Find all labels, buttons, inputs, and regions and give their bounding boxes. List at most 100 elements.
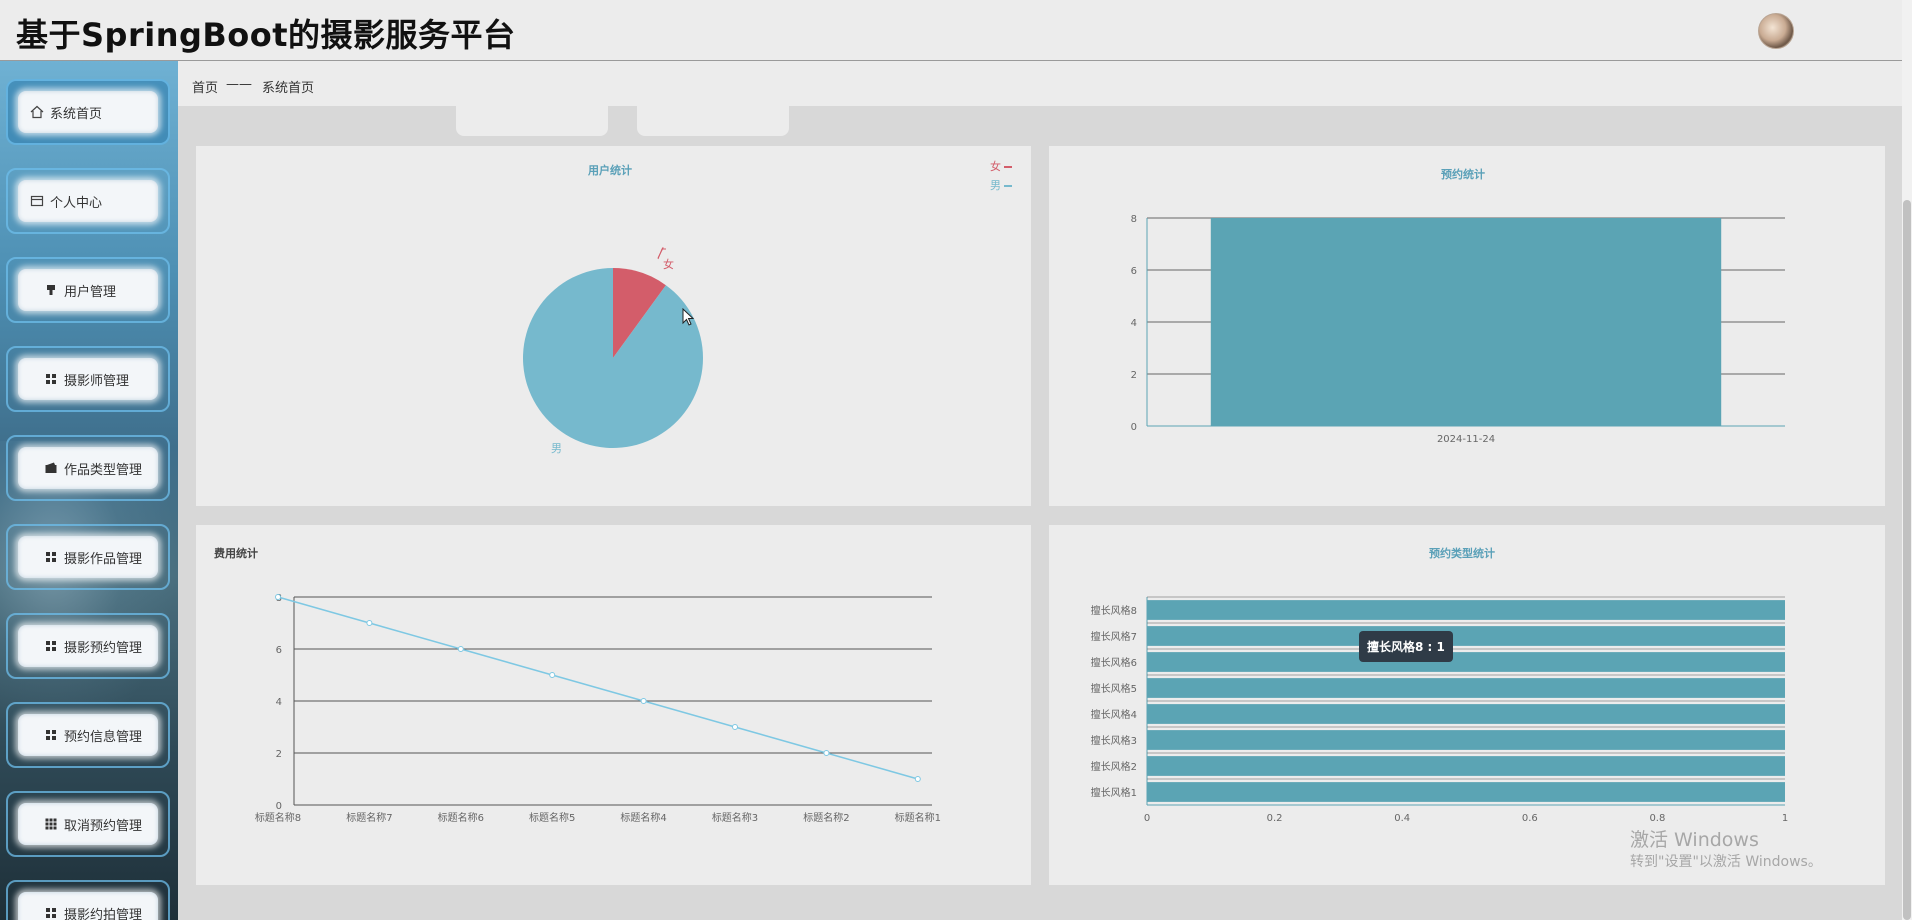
card-icon	[30, 194, 44, 208]
sidebar: 系统首页 个人中心 用户管理 摄影师管理	[0, 61, 178, 920]
y-tick-label: 2	[1131, 370, 1137, 381]
series-line	[277, 596, 919, 780]
app-title: 基于SpringBoot的摄影服务平台	[16, 16, 516, 54]
y-tick-label: 4	[1131, 318, 1137, 329]
y-tick-label: 擅长风格5	[1091, 682, 1137, 695]
sidebar-item-reservations[interactable]: 摄影预约管理	[6, 613, 170, 679]
data-point	[914, 776, 921, 782]
chart-title: 预约统计	[1441, 168, 1485, 181]
grid-icon	[44, 550, 58, 564]
data-point	[366, 620, 373, 626]
activation-watermark-title: 激活 Windows	[1630, 829, 1759, 851]
y-tick-label: 0	[1131, 422, 1137, 433]
y-tick-label: 0	[276, 801, 282, 812]
legend-item-female[interactable]: 女	[990, 159, 1001, 173]
chart-title: 预约类型统计	[1429, 547, 1495, 560]
sidebar-item-label: 摄影约拍管理	[64, 907, 143, 920]
home-icon	[30, 105, 44, 119]
tab-stub[interactable]	[637, 106, 789, 136]
bar	[1147, 678, 1785, 698]
chart-tooltip: 擅长风格8 : 1	[1359, 631, 1453, 662]
sidebar-item-shoot-appointments[interactable]: 摄影约拍管理	[6, 880, 170, 920]
reservation-stats-panel: 预约统计 0 2 4 6 8 2024-11-24	[1049, 146, 1885, 506]
data-point	[823, 750, 830, 756]
bar	[1147, 626, 1785, 646]
activation-watermark-hint: 转到"设置"以激活 Windows。	[1630, 854, 1822, 870]
grid-icon	[44, 639, 58, 653]
x-tick-label: 0.4	[1394, 813, 1410, 824]
y-tick-label: 擅长风格6	[1091, 656, 1137, 669]
bar-chart: 0 2 4 6 8 2024-11-24	[1131, 214, 1785, 445]
legend-item-male[interactable]: 男	[990, 179, 1001, 192]
y-tick-label: 2	[276, 749, 282, 760]
fee-stats-panel: 费用统计 02468标题名称8标题名称7标题名称6标题名称5标题名称4标题名称3…	[196, 525, 1031, 885]
bar	[1210, 218, 1722, 426]
sidebar-item-photographers[interactable]: 摄影师管理	[6, 346, 170, 412]
data-point	[457, 646, 464, 652]
breadcrumb: 首页 —— 系统首页	[178, 61, 1902, 106]
x-tick-label: 0.8	[1649, 813, 1665, 824]
grid-icon	[44, 372, 58, 386]
y-tick-label: 擅长风格3	[1091, 734, 1137, 747]
sidebar-item-label: 用户管理	[64, 284, 117, 300]
data-point	[732, 724, 738, 730]
sidebar-item-label: 个人中心	[50, 195, 103, 211]
sidebar-item-label: 取消预约管理	[64, 818, 143, 834]
x-tick-label: 标题名称4	[620, 811, 666, 824]
sidebar-item-label: 预约信息管理	[64, 729, 143, 745]
grid-icon	[44, 906, 58, 920]
avatar[interactable]	[1758, 13, 1794, 49]
x-tick-label: 0	[1144, 813, 1150, 824]
sidebar-item-cancellations[interactable]: 取消预约管理	[6, 791, 170, 857]
sidebar-item-works[interactable]: 摄影作品管理	[6, 524, 170, 590]
bar	[1147, 600, 1785, 620]
x-tick-label: 标题名称7	[346, 811, 392, 824]
pie-label-female: 女	[663, 257, 674, 271]
x-tick-label: 标题名称8	[255, 811, 301, 824]
data-point	[275, 594, 281, 600]
bar	[1147, 756, 1785, 776]
chart-title: 费用统计	[214, 547, 258, 560]
breadcrumb-separator: ——	[226, 77, 252, 92]
tab-stub[interactable]	[456, 106, 608, 136]
pie-label-male: 男	[551, 442, 562, 455]
sidebar-item-label: 摄影师管理	[64, 373, 130, 389]
sidebar-item-profile[interactable]: 个人中心	[6, 168, 170, 234]
x-tick-label: 标题名称2	[803, 811, 849, 824]
x-tick-label: 标题名称1	[895, 811, 941, 824]
sidebar-item-home[interactable]: 系统首页	[6, 79, 170, 145]
data-point	[549, 672, 556, 678]
x-tick-label: 0.6	[1522, 813, 1538, 824]
breadcrumb-home[interactable]: 首页	[192, 81, 219, 96]
x-tick-label: 标题名称5	[529, 811, 575, 824]
sidebar-item-users[interactable]: 用户管理	[6, 257, 170, 323]
sidebar-item-work-types[interactable]: 作品类型管理	[6, 435, 170, 501]
y-tick-label: 擅长风格8	[1091, 604, 1137, 617]
x-tick-label: 0.2	[1267, 813, 1283, 824]
y-tick-label: 6	[276, 645, 282, 656]
y-tick-label: 6	[1131, 266, 1137, 277]
label-line-male	[565, 377, 582, 393]
pie-chart: 女 男 女 男	[523, 159, 1012, 455]
y-tick-label: 4	[276, 697, 282, 708]
grid-icon	[44, 728, 58, 742]
x-tick-label: 标题名称6	[438, 811, 484, 824]
vertical-scrollbar[interactable]	[1902, 0, 1912, 920]
y-tick-label: 擅长风格4	[1091, 708, 1137, 721]
stamp-icon	[44, 283, 58, 297]
mouse-cursor-icon	[682, 308, 695, 326]
sidebar-item-reservation-info[interactable]: 预约信息管理	[6, 702, 170, 768]
wallet-icon	[44, 461, 58, 475]
user-stats-panel: 用户统计 女 男 女 男	[196, 146, 1031, 506]
chart-title: 用户统计	[588, 164, 632, 177]
x-tick-label: 2024-11-24	[1437, 434, 1495, 445]
sidebar-item-label: 摄影作品管理	[64, 551, 143, 567]
sidebar-item-label: 系统首页	[50, 106, 103, 122]
bar	[1147, 730, 1785, 750]
pie-slice	[613, 268, 666, 358]
bar	[1147, 782, 1785, 802]
grid-9-icon	[44, 817, 58, 831]
bar	[1147, 704, 1785, 724]
horizontal-bar-chart: 0 0.2 0.4 0.6 0.8 1 擅长风格8 擅长风格7 擅长风格6 擅长风格5 擅长风格4 擅…	[1091, 596, 1788, 824]
y-tick-label: 擅长风格2	[1091, 760, 1137, 773]
